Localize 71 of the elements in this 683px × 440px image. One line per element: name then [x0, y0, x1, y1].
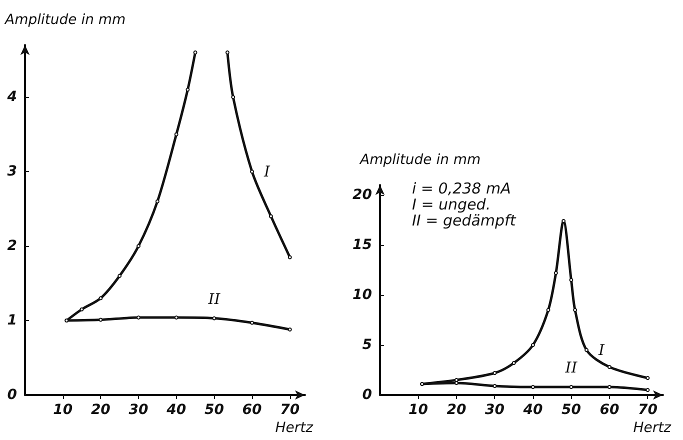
- point: [584, 348, 589, 352]
- x-tick-label: 20: [446, 402, 466, 418]
- point: [225, 50, 230, 54]
- series-label: II: [564, 358, 578, 376]
- y-tick-label: 3: [7, 164, 17, 180]
- point: [546, 308, 550, 312]
- x-tick-label: 70: [280, 402, 300, 418]
- point: [554, 271, 558, 275]
- y-tick-label: 1: [7, 312, 17, 329]
- x-axis-title: Hertz: [633, 420, 672, 436]
- x-tick-label: 30: [128, 402, 149, 418]
- point: [530, 385, 535, 389]
- annotation: i = 0,238 mA: [412, 180, 511, 198]
- point: [250, 320, 254, 325]
- point: [607, 365, 612, 369]
- x-tick-label: 10: [408, 402, 428, 418]
- point: [607, 385, 612, 389]
- point: [174, 132, 178, 136]
- y-tick-label: 5: [362, 337, 372, 353]
- point: [231, 95, 236, 100]
- y-tick-label: 15: [352, 237, 372, 253]
- x-tick-label: 60: [600, 402, 620, 418]
- y-tick-label: 4: [6, 89, 17, 106]
- y-axis-title: Amplitude in mm: [4, 12, 126, 28]
- point: [288, 327, 292, 332]
- x-tick-label: 50: [561, 402, 582, 418]
- annotation: I = unged.: [412, 196, 491, 214]
- point: [646, 388, 650, 392]
- point: [268, 214, 273, 218]
- point: [118, 274, 122, 278]
- series-label: I: [598, 341, 606, 359]
- point: [98, 318, 103, 322]
- point: [492, 384, 497, 388]
- point: [569, 385, 574, 389]
- x-tick-label: 30: [484, 402, 505, 418]
- point: [98, 296, 103, 300]
- point: [80, 307, 84, 312]
- point: [530, 343, 535, 347]
- point: [454, 381, 458, 385]
- x-tick-label: 40: [166, 402, 186, 418]
- point: [569, 278, 574, 282]
- point: [646, 376, 650, 380]
- y-tick-label: 0: [7, 387, 18, 403]
- x-tick-label: 50: [204, 402, 224, 418]
- y-axis-title: Amplitude in mm: [359, 152, 481, 168]
- x-tick-label: 60: [242, 402, 262, 418]
- y-tick-label: 0: [362, 387, 372, 403]
- y-tick-label: 2: [7, 238, 17, 254]
- point: [250, 170, 254, 174]
- x-tick-label: 40: [522, 402, 543, 418]
- point: [512, 361, 516, 365]
- point: [454, 378, 458, 382]
- point: [573, 308, 578, 312]
- point: [136, 316, 141, 320]
- point: [174, 316, 178, 320]
- annotation: II = gedämpft: [412, 212, 517, 230]
- point: [492, 371, 497, 375]
- y-tick-label: 10: [352, 287, 372, 303]
- x-tick-label: 70: [638, 402, 658, 418]
- point: [155, 199, 160, 204]
- y-tick-label: 20: [352, 187, 372, 203]
- series-label: II: [207, 290, 222, 308]
- point: [288, 255, 292, 260]
- x-axis-title: Hertz: [275, 420, 314, 436]
- point: [212, 316, 216, 320]
- point: [186, 88, 190, 92]
- point: [136, 244, 141, 248]
- x-tick-label: 20: [90, 402, 111, 418]
- series-label: I: [263, 162, 272, 181]
- x-tick-label: 10: [53, 402, 73, 418]
- point: [193, 50, 198, 54]
